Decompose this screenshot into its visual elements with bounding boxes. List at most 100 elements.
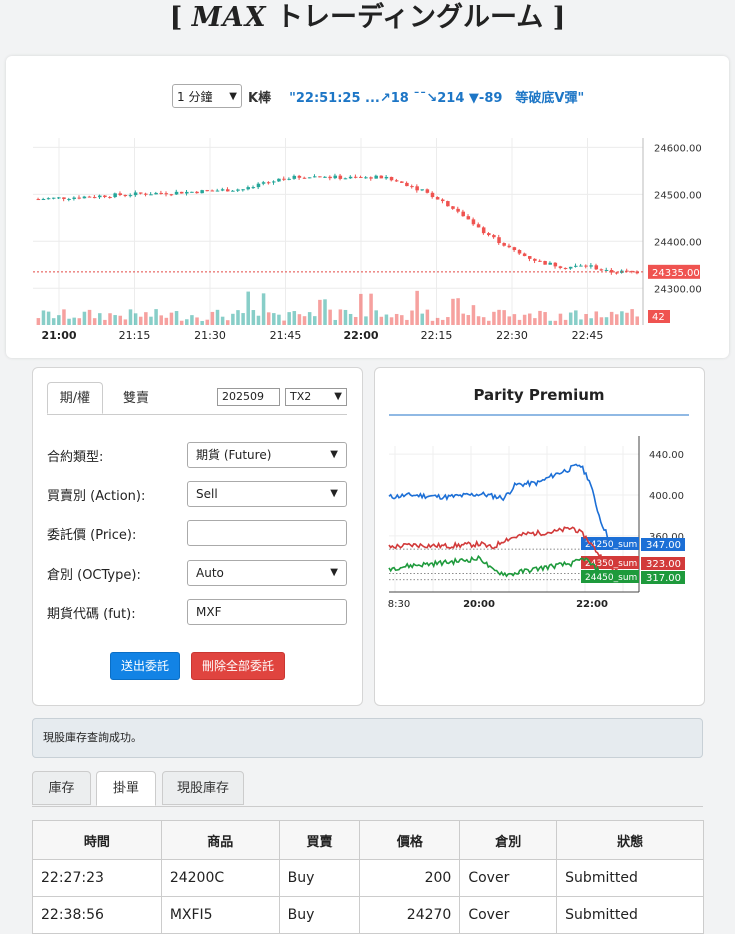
candle-body [266,182,271,184]
volume-bar [410,310,414,325]
volume-bar [292,311,297,325]
candle-body [338,175,343,179]
volume-bar [481,317,486,325]
candle-body [272,181,276,183]
candle-body [476,224,481,228]
volume-bar [574,310,578,325]
x-tick-label: 20:00 [463,599,495,610]
candle-body [507,245,512,248]
chevron-down-icon: ▼ [330,488,338,499]
volume-bar [400,315,404,325]
current-price-label: 24335.00 [652,268,700,279]
delete-all-orders-button[interactable]: 刪除全部委託 [191,652,285,680]
candle-body [103,195,107,198]
volume-bar [77,318,82,325]
volume-bar [543,312,547,325]
candle-body [522,253,527,257]
candle-body [420,189,425,191]
action-select[interactable]: Sell ▼ [187,481,347,507]
volume-bar [123,319,128,325]
candle-body [190,191,194,193]
fut-code-input[interactable]: MXF [187,599,347,625]
submit-order-button[interactable]: 送出委託 [110,652,180,680]
volume-bar [471,305,476,325]
volume-bar [533,318,537,325]
candle-body [553,262,558,267]
cell-position: Cover [459,859,558,897]
candle-body [527,256,532,259]
volume-bar [538,310,542,325]
candle-body [625,270,629,272]
series-name-badge [581,570,639,583]
chevron-down-icon: ▼ [330,567,338,578]
table-row[interactable]: 22:38:56 MXFI5 Buy 24270 Cover Submitted [32,896,704,934]
table-row[interactable]: 22:27:23 24200C Buy 200 Cover Submitted [32,859,704,897]
volume-bar [87,309,92,325]
volume-bar [328,309,332,325]
volume-bar [446,317,450,325]
candle-body [348,176,353,179]
candle-body [481,227,486,234]
volume-bar [440,319,445,325]
octype-select[interactable]: Auto ▼ [187,560,347,586]
volume-bar [353,316,358,325]
series-line [388,526,620,575]
volume-bar [379,316,384,325]
product-select[interactable]: TX2 ▼ [285,388,347,406]
chevron-down-icon: ▼ [330,449,338,460]
candle-body [159,192,163,194]
price-label: 委託價 (Price): [47,528,137,543]
candle-body [77,197,82,199]
price-input[interactable] [187,520,347,546]
candle-body [256,183,261,188]
volume-bar [266,312,271,325]
volume-bar [246,291,250,325]
volume-bar [517,319,522,325]
volume-bar [589,318,593,325]
column-header-side: 買賣 [278,820,361,860]
candle-body [144,193,148,195]
volume-bar [138,316,143,325]
tab-futures-options[interactable]: 期/權 [47,382,103,414]
title-bracket-open: [ [169,2,183,33]
table-header-row: 時間 商品 買賣 價格 倉別 狀態 [32,820,704,860]
candle-body [615,272,619,274]
month-input[interactable]: 202509 [217,388,280,406]
volume-bar [128,309,133,325]
parity-premium-chart[interactable]: Parity Premium 440.00 400.00 360.00 8:30 20:0… [375,368,704,618]
interval-select[interactable]: 1 分鐘 ▼ [172,84,242,108]
y-tick-label: 400.00 [649,491,684,502]
tab-stock-inventory[interactable]: 現股庫存 [162,771,244,805]
tab-inventory[interactable]: 庫存 [32,771,91,805]
tab-pending-orders[interactable]: 掛單 [96,771,156,806]
volume-bar [374,310,378,325]
tab-double-sell[interactable]: 雙賣 [122,391,149,406]
candle-body [574,265,578,267]
candle-body [225,189,230,192]
candle-body [72,197,76,199]
volume-bar [225,320,230,325]
candle-body [558,266,563,268]
candle-body [318,176,322,178]
x-tick-label: 22:45 [572,329,604,342]
action-row: 買賣別 (Action): Sell ▼ [47,481,347,507]
cell-status: Submitted [556,859,704,897]
volume-bar [522,314,527,325]
cell-position: Cover [459,896,558,934]
contract-type-select[interactable]: 期貨 (Future) ▼ [187,442,347,468]
candle-body [179,191,184,194]
candle-body [594,265,599,270]
volume-bar [302,316,307,325]
candlestick-chart[interactable]: 21:00 21:15 21:30 21:45 22:00 22:15 22:30 22:45… [28,130,708,350]
candle-body [261,182,266,184]
volume-bar [415,290,419,325]
cell-side: Buy [278,896,361,934]
order-tabs: 期/權 雙賣 202509 TX2 ▼ [47,382,347,415]
page-title: [ MAX トレーディングルーム ] [0,0,735,40]
cell-price: 24270 [359,896,461,934]
candle-body [236,189,240,191]
candle-body [384,176,389,179]
volume-bar [272,313,276,325]
volume-bar [154,309,158,325]
candle-body [538,260,542,262]
